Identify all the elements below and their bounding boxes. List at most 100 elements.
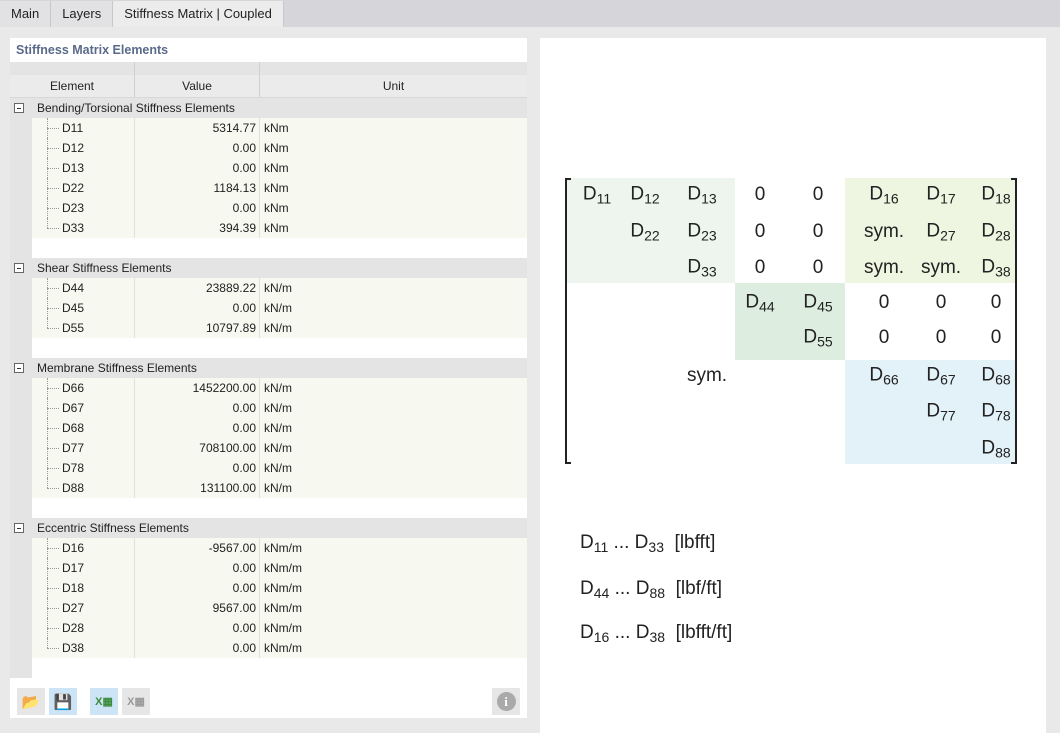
value-cell[interactable]: 1452200.00 (135, 378, 260, 398)
value-cell[interactable]: 5314.77 (135, 118, 260, 138)
info-icon: i (496, 692, 516, 711)
element-cell: D12 (10, 138, 135, 158)
unit-cell: kN/m (264, 301, 292, 315)
table-row[interactable]: D55 10797.89 kN/m (10, 318, 527, 338)
open-folder-button[interactable]: 📂 (17, 688, 45, 715)
table-row[interactable]: D18 0.00 kNm/m (10, 578, 527, 598)
tree-gutter (10, 658, 32, 678)
matrix-symbol: D (926, 364, 941, 386)
excel-import-button[interactable]: X▦ (122, 688, 150, 715)
element-cell: D18 (10, 578, 135, 598)
blank-row (10, 498, 527, 518)
save-edit-button[interactable]: 💾 (49, 688, 77, 715)
table-row[interactable]: D66 1452200.00 kN/m (10, 378, 527, 398)
value-cell[interactable]: 1184.13 (135, 178, 260, 198)
table-row[interactable]: D23 0.00 kNm (10, 198, 527, 218)
value-cell[interactable]: 0.00 (135, 158, 260, 178)
table-row[interactable]: D77 708100.00 kN/m (10, 438, 527, 458)
collapse-icon[interactable] (14, 363, 24, 373)
legend-ellipsis: ... D (609, 622, 650, 643)
element-cell: D22 (10, 178, 135, 198)
table-row[interactable]: D13 0.00 kNm (10, 158, 527, 178)
value-cell[interactable]: 708100.00 (135, 438, 260, 458)
table-row[interactable]: D33 394.39 kNm (10, 218, 527, 238)
matrix-cell: D55 (803, 327, 832, 350)
info-button[interactable]: i (492, 688, 520, 715)
tab-main[interactable]: Main (0, 1, 52, 27)
matrix-symbol: D (630, 220, 645, 242)
table-row[interactable]: D38 0.00 kNm/m (10, 638, 527, 658)
value-cell[interactable]: 0.00 (135, 418, 260, 438)
group-row[interactable]: Membrane Stiffness Elements (10, 358, 527, 378)
matrix-subscript: 44 (759, 298, 775, 315)
collapse-icon[interactable] (14, 263, 24, 273)
excel-import-icon: X▦ (127, 696, 145, 708)
table-row[interactable]: D28 0.00 kNm/m (10, 618, 527, 638)
value-cell[interactable]: 0.00 (135, 638, 260, 658)
tree-gutter (10, 378, 32, 398)
table-row[interactable]: D44 23889.22 kN/m (10, 278, 527, 298)
excel-export-button[interactable]: X▦ (90, 688, 118, 715)
column-header-element[interactable]: Element (10, 75, 135, 97)
value-cell[interactable]: 131100.00 (135, 478, 260, 498)
group-label: Shear Stiffness Elements (37, 261, 172, 275)
value-cell[interactable]: 394.39 (135, 218, 260, 238)
table-row[interactable]: D12 0.00 kNm (10, 138, 527, 158)
value-cell[interactable]: 0.00 (135, 458, 260, 478)
value-cell[interactable]: 0.00 (135, 198, 260, 218)
column-header-unit[interactable]: Unit (382, 79, 405, 93)
table-row[interactable]: D27 9567.00 kNm/m (10, 598, 527, 618)
table-row[interactable]: D88 131100.00 kN/m (10, 478, 527, 498)
table-row[interactable]: D17 0.00 kNm/m (10, 558, 527, 578)
table-row[interactable]: D11 5314.77 kNm (10, 118, 527, 138)
group-row[interactable]: Shear Stiffness Elements (10, 258, 527, 278)
value-cell[interactable]: 0.00 (135, 298, 260, 318)
eccentric-block (845, 178, 1015, 283)
value-cell[interactable]: 0.00 (135, 398, 260, 418)
table-row[interactable]: D45 0.00 kN/m (10, 298, 527, 318)
tree-gutter (10, 418, 32, 438)
matrix-cell: D23 (687, 221, 716, 244)
legend-d: D (580, 532, 594, 553)
table-row[interactable]: D16 -9567.00 kNm/m (10, 538, 527, 558)
matrix-cell: 0 (990, 292, 1002, 313)
collapse-icon[interactable] (14, 523, 24, 533)
unit-cell: kNm/m (264, 621, 302, 635)
group-row[interactable]: Bending/Torsional Stiffness Elements (10, 98, 527, 118)
tree-line (47, 478, 48, 488)
tree-gutter (10, 178, 32, 198)
value-cell[interactable]: 10797.89 (135, 318, 260, 338)
table-row[interactable]: D67 0.00 kN/m (10, 398, 527, 418)
value-cell[interactable]: 9567.00 (135, 598, 260, 618)
column-header-value[interactable]: Value (135, 75, 260, 97)
element-cell: D68 (10, 418, 135, 438)
legend-unit: [lbf/ft] (675, 578, 723, 599)
matrix-subscript: 16 (883, 190, 899, 207)
value-cell[interactable]: 0.00 (135, 578, 260, 598)
tree-line (47, 318, 48, 328)
tab-layers[interactable]: Layers (51, 1, 114, 27)
table-row[interactable]: D78 0.00 kN/m (10, 458, 527, 478)
element-cell: D67 (10, 398, 135, 418)
matrix-symbol: D (687, 256, 702, 278)
group-row[interactable]: Eccentric Stiffness Elements (10, 518, 527, 538)
tab-bar: Main Layers Stiffness Matrix | Coupled (0, 0, 1060, 27)
tree-gutter (10, 218, 32, 238)
matrix-diagram-panel: D11 ... D33 [lbfft] D44 ... D88 [lbf/ft] D… (540, 38, 1046, 733)
element-cell: D78 (10, 458, 135, 478)
matrix-cell: D67 (926, 365, 955, 388)
matrix-symbol: D (745, 291, 760, 313)
tab-stiffness-matrix[interactable]: Stiffness Matrix | Coupled (113, 1, 284, 27)
matrix-symbol: D (981, 256, 996, 278)
tree-branch (47, 408, 59, 409)
table-row[interactable]: D22 1184.13 kNm (10, 178, 527, 198)
unit-cell: kNm (264, 201, 289, 215)
value-cell[interactable]: 0.00 (135, 618, 260, 638)
matrix-cell: D16 (869, 184, 898, 207)
table-row[interactable]: D68 0.00 kN/m (10, 418, 527, 438)
value-cell[interactable]: -9567.00 (135, 538, 260, 558)
value-cell[interactable]: 23889.22 (135, 278, 260, 298)
value-cell[interactable]: 0.00 (135, 558, 260, 578)
value-cell[interactable]: 0.00 (135, 138, 260, 158)
collapse-icon[interactable] (14, 103, 24, 113)
